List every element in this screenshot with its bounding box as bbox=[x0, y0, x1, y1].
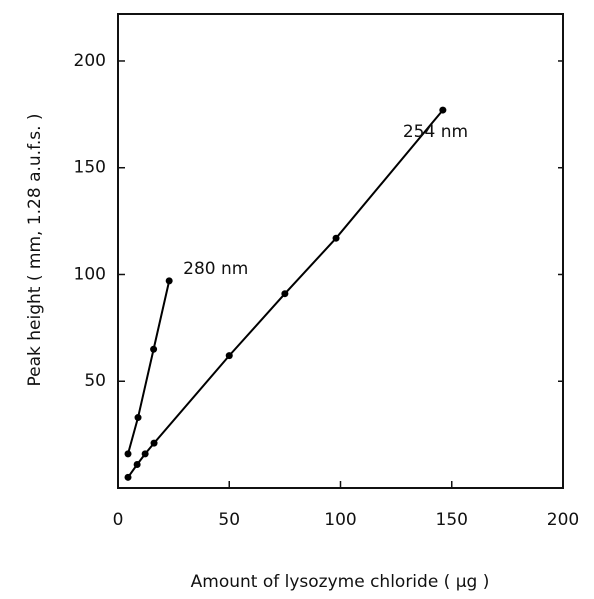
x-tick-label: 200 bbox=[547, 510, 579, 530]
data-point bbox=[150, 345, 158, 353]
plot-frame bbox=[117, 13, 564, 489]
y-tick-label: 150 bbox=[74, 158, 106, 178]
data-point bbox=[225, 352, 233, 360]
data-point bbox=[124, 473, 132, 481]
x-tick-label: 50 bbox=[218, 510, 240, 530]
y-tick-label: 100 bbox=[74, 264, 106, 284]
data-point bbox=[439, 106, 447, 114]
x-tick-label: 150 bbox=[436, 510, 468, 530]
series-line bbox=[127, 280, 171, 455]
data-point bbox=[133, 461, 141, 469]
data-point bbox=[150, 439, 158, 447]
series-label: 280 nm bbox=[183, 259, 248, 279]
series-label: 254 nm bbox=[403, 122, 468, 142]
y-tick-label: 50 bbox=[84, 371, 106, 391]
x-tick-label: 0 bbox=[113, 510, 124, 530]
y-tick-label: 200 bbox=[74, 51, 106, 71]
x-axis-label: Amount of lysozyme chloride ( µg ) bbox=[191, 572, 490, 592]
x-tick-label: 100 bbox=[324, 510, 356, 530]
data-point bbox=[165, 277, 173, 285]
data-point bbox=[141, 450, 149, 458]
data-point bbox=[332, 234, 340, 242]
y-axis-label: Peak height ( mm, 1.28 a.u.f.s. ) bbox=[25, 113, 45, 386]
data-point bbox=[134, 414, 142, 422]
data-point bbox=[281, 290, 289, 298]
data-point bbox=[124, 450, 132, 458]
